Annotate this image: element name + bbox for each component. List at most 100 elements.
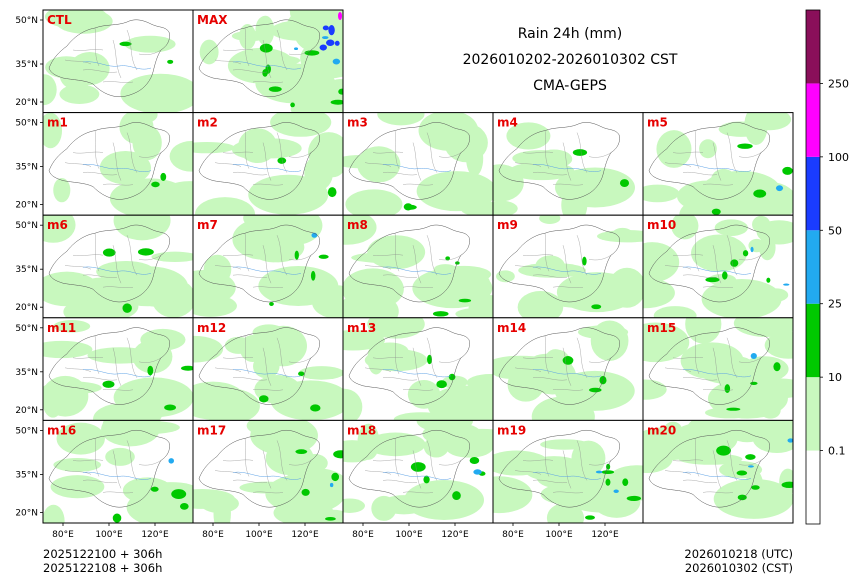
- province-border: [514, 470, 542, 475]
- rain-area-moderate: [160, 172, 167, 181]
- rain-area-very-heavy: [322, 25, 329, 31]
- province-border: [288, 49, 312, 55]
- rain-area-light: [364, 349, 428, 372]
- province-border: [372, 357, 404, 359]
- map-panel: m2: [192, 112, 344, 216]
- rain-area-light: [43, 504, 65, 523]
- province-border: [364, 367, 392, 372]
- rain-area-light: [756, 220, 793, 245]
- rain-area-heavy: [783, 283, 790, 286]
- rain-area-light: [560, 472, 641, 513]
- rain-area-moderate: [262, 69, 268, 77]
- lon-tick-label: 80°E: [502, 530, 524, 540]
- rain-area-moderate: [147, 365, 154, 376]
- rain-area-light: [643, 322, 690, 363]
- panel-label: m5: [647, 116, 668, 130]
- province-border: [232, 479, 268, 483]
- lat-tick-label: 20°N: [15, 98, 38, 108]
- panel-label: m19: [497, 423, 526, 437]
- river: [82, 266, 152, 275]
- province-border: [262, 142, 272, 181]
- rain-area-very-heavy: [326, 39, 335, 46]
- province-border: [232, 172, 268, 176]
- rain-area-moderate: [619, 179, 630, 188]
- province-border: [738, 152, 762, 158]
- province-border: [382, 172, 418, 176]
- rain-area-light: [43, 271, 99, 307]
- map-panel: m6 50°N 35°N 20°N: [15, 214, 194, 319]
- rain-area-light: [733, 317, 793, 338]
- rain-area-moderate: [179, 503, 189, 510]
- rain-area-moderate: [331, 472, 340, 482]
- footer-valid-utc: 2026010218 (UTC): [684, 547, 793, 561]
- province-border: [588, 152, 612, 158]
- province-border: [382, 479, 418, 483]
- panel-label: m1: [47, 116, 68, 130]
- lon-tick-label: 120°E: [141, 530, 169, 540]
- panel-label: m15: [647, 321, 676, 335]
- rain-area-light: [55, 10, 113, 34]
- province-border: [138, 460, 162, 466]
- river: [82, 164, 152, 172]
- rain-area-moderate: [782, 166, 793, 175]
- rain-area-moderate: [606, 463, 611, 470]
- province-border: [712, 347, 722, 386]
- province-border: [664, 162, 692, 167]
- rain-area-light: [140, 328, 186, 351]
- panel-label: m16: [47, 423, 76, 437]
- river: [82, 471, 152, 480]
- panel-label: MAX: [197, 13, 228, 27]
- rain-area-light: [193, 141, 235, 154]
- province-border: [672, 459, 704, 462]
- rain-area-moderate: [301, 488, 310, 496]
- rain-area-moderate: [423, 475, 430, 484]
- rain-area-light: [441, 375, 468, 389]
- rain-area-light: [298, 366, 343, 380]
- rain-area-light: [193, 335, 224, 363]
- province-border: [222, 357, 254, 359]
- rain-area-heavy: [294, 47, 299, 50]
- rain-area-heavy: [595, 470, 603, 474]
- province-border: [222, 254, 254, 256]
- rain-area-heavy: [332, 58, 341, 65]
- rain-area-light: [343, 268, 404, 310]
- rain-area-light: [43, 215, 76, 243]
- province-border: [288, 460, 312, 466]
- map-panel: m18 80°E 100°E 120°E: [342, 419, 494, 540]
- rain-area-light: [643, 242, 680, 283]
- rain-area-moderate: [432, 311, 449, 317]
- province-border: [112, 39, 122, 79]
- rain-area-light: [250, 420, 318, 456]
- rain-area-moderate: [167, 59, 174, 64]
- rain-area-moderate: [562, 356, 574, 365]
- rain-area-moderate: [605, 478, 611, 486]
- rain-area-moderate: [436, 380, 447, 389]
- colorbar-segment: [806, 230, 820, 304]
- panel-label: m8: [347, 218, 368, 232]
- rain-area-light: [556, 272, 637, 313]
- lat-tick-label: 20°N: [15, 406, 38, 416]
- lat-tick-label: 35°N: [15, 470, 38, 480]
- rain-area-light: [686, 420, 735, 449]
- rain-area-moderate: [410, 462, 426, 472]
- rain-area-heavy: [473, 469, 482, 475]
- colorbar-segment: [806, 450, 820, 524]
- rain-area-light: [357, 423, 380, 460]
- province-border: [126, 337, 138, 378]
- province-border: [72, 151, 104, 154]
- river: [682, 266, 752, 275]
- province-border: [588, 460, 612, 466]
- map-panel: m17 80°E 100°E 120°E: [192, 419, 344, 540]
- rain-area-heavy: [321, 36, 329, 40]
- province-border: [682, 377, 718, 381]
- river: [382, 471, 452, 480]
- rain-area-moderate: [269, 301, 274, 306]
- panel-label: m14: [497, 321, 526, 335]
- rain-area-moderate: [330, 99, 343, 105]
- rain-area-moderate: [304, 50, 320, 56]
- river: [532, 369, 602, 378]
- province-border: [576, 440, 588, 481]
- province-border: [682, 274, 718, 278]
- panel-label: m10: [647, 218, 676, 232]
